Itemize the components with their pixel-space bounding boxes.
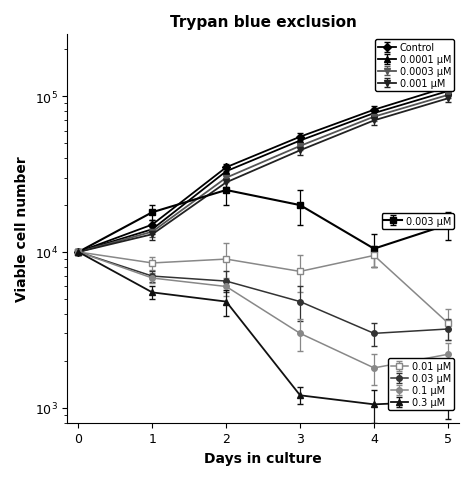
- X-axis label: Days in culture: Days in culture: [204, 451, 322, 465]
- Title: Trypan blue exclusion: Trypan blue exclusion: [170, 15, 356, 30]
- Y-axis label: Viable cell number: Viable cell number: [15, 156, 29, 302]
- Legend: 0.01 μM, 0.03 μM, 0.1 μM, 0.3 μM: 0.01 μM, 0.03 μM, 0.1 μM, 0.3 μM: [388, 359, 454, 410]
